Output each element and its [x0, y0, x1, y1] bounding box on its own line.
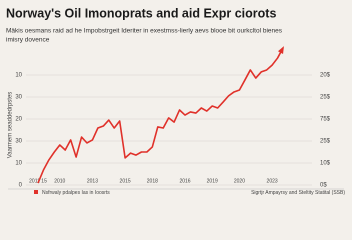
legend-label: Nsfrwaly pdalpes Ias in Ioosrts [42, 190, 110, 196]
y2-tick-label: 20$ [320, 73, 331, 79]
y-tick-label: 20 [15, 117, 22, 123]
subtitle: imisry dovence [6, 37, 50, 44]
y-tick-label: 30 [15, 95, 22, 101]
y-tick-label: 0 [19, 183, 23, 189]
y-tick-label: 10 [15, 73, 22, 79]
chart-title: Norway's Oil Imonoprats and aid Expr cio… [6, 6, 276, 20]
source-note: Sigrtjr Ampayrsy and Steltity Statital (… [251, 190, 345, 196]
y2-tick-label: 10$ [320, 161, 331, 167]
y-tick-label: 10 [15, 161, 22, 167]
y-tick-label: 30 [15, 139, 22, 145]
x-tick-label: 2013 [87, 178, 98, 184]
legend-swatch [34, 190, 38, 194]
y2-tick-label: 75$ [320, 117, 331, 123]
x-tick-label: 2018 [147, 178, 158, 184]
x-tick-label: 2010 [54, 178, 65, 184]
x-tick-label: 2023 [267, 178, 278, 184]
y2-tick-label: 25$ [320, 95, 331, 101]
x-tick-label: 2015 [120, 178, 131, 184]
chart: Norway's Oil Imonoprats and aid Expr cio… [0, 0, 352, 198]
x-tick-label: 2019 [207, 178, 218, 184]
data-line [37, 47, 284, 184]
x-tick-label: 2020 [234, 178, 245, 184]
y2-tick-label: 25$ [320, 139, 331, 145]
page: Norway's Oil Imonoprats and aid Expr cio… [0, 0, 352, 198]
subtitle: Mäkis oesmans raid ad he Impobstrgeit Id… [6, 28, 283, 35]
x-tick-label: 2016 [179, 178, 190, 184]
background [0, 0, 352, 198]
y-axis-label: Vaarmem seaddedrpstes [8, 92, 14, 159]
y2-tick-label: 0$ [320, 183, 327, 189]
arrow-head [277, 46, 284, 54]
